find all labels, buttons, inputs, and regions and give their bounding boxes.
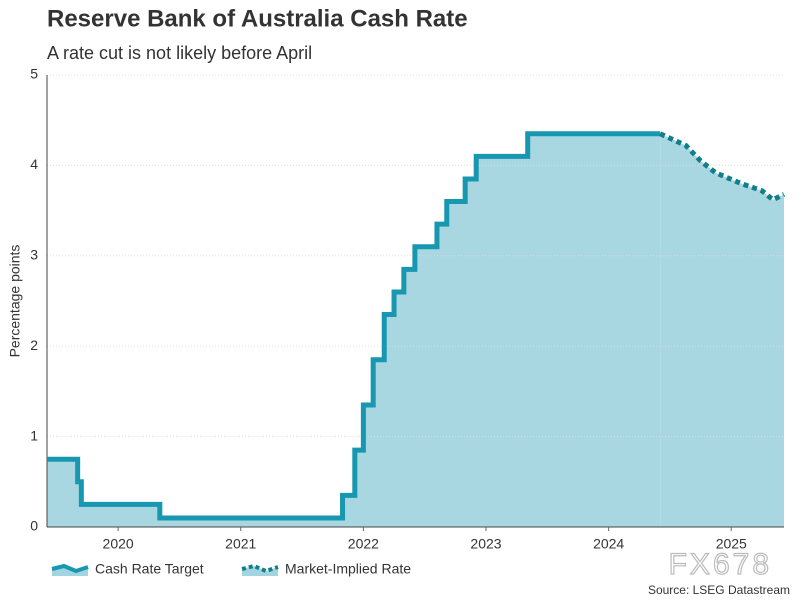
source: Source: LSEG Datastream [648,583,790,597]
y-tick-label: 0 [30,518,38,534]
legend-label: Market-Implied Rate [285,561,411,577]
x-tick-label: 2024 [593,536,624,552]
area [47,133,661,527]
y-axis-label: Percentage points [7,245,23,358]
area [660,133,784,527]
legend-line [51,563,89,574]
legend-label: Cash Rate Target [95,561,204,577]
x-tick-label: 2020 [103,536,134,552]
chart-subtitle: A rate cut is not likely before April [47,43,312,63]
x-tick-label: 2022 [348,536,379,552]
legend-area [242,566,278,576]
watermark: FX678 [669,548,772,581]
y-tick-label: 1 [30,427,38,443]
y-tick-label: 5 [30,66,38,82]
y-tick-label: 4 [30,156,38,172]
line [47,131,661,521]
x-tick-label: 2025 [716,536,747,552]
chart-title: Reserve Bank of Australia Cash Rate [47,5,468,32]
x-tick-label: 2023 [470,536,501,552]
legend-line [241,563,279,574]
line [659,131,786,203]
x-tick-label: 2021 [225,536,256,552]
y-tick-label: 2 [30,337,38,353]
y-tick-label: 3 [30,247,38,263]
